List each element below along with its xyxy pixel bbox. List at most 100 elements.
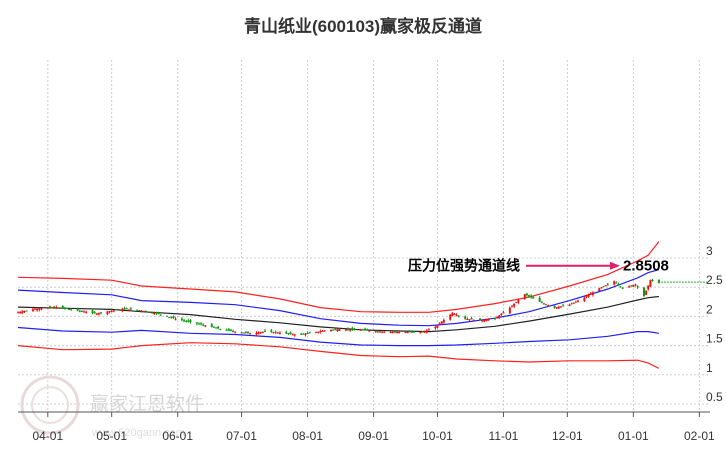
candle-body: [630, 285, 633, 287]
candle-body: [317, 331, 320, 333]
candle-body: [374, 331, 377, 333]
candle-body: [498, 315, 501, 319]
candle-body: [261, 331, 264, 333]
y-tick-label: 1: [706, 361, 713, 375]
candle-body: [589, 293, 592, 295]
candle-body: [364, 328, 367, 331]
candle-body: [183, 320, 186, 322]
candle-body: [440, 321, 443, 324]
candle-body: [466, 318, 469, 320]
candle-body: [232, 331, 235, 333]
candle-body: [338, 329, 341, 331]
candle-body: [229, 329, 232, 331]
candle-body: [591, 292, 594, 295]
candle-body: [649, 280, 652, 287]
candle-layer: [17, 278, 660, 337]
x-tick-label: 08-01: [292, 429, 323, 443]
candle-body: [157, 312, 160, 315]
x-tick-label: 12-01: [552, 429, 583, 443]
candle-body: [300, 333, 303, 335]
watermark-logo: [20, 375, 80, 435]
candle-body: [332, 329, 335, 331]
candle-body: [259, 332, 262, 334]
candle-body: [144, 310, 147, 312]
candle-body: [34, 308, 37, 310]
candle-body: [540, 301, 543, 303]
candle-body: [170, 317, 173, 319]
candle-body: [383, 331, 386, 333]
candle-body: [83, 311, 86, 313]
watermark: 赢家江恩软件 www.520gann.com: [20, 375, 204, 439]
candle-body: [617, 284, 620, 286]
candle-body: [91, 310, 94, 313]
candle-body: [168, 316, 171, 318]
candle-body: [166, 315, 169, 317]
candle-body: [306, 332, 309, 334]
candle-body: [508, 307, 511, 314]
candle-body: [80, 311, 83, 313]
candle-body: [65, 308, 68, 310]
candle-body: [502, 312, 505, 314]
candle-body: [95, 313, 98, 315]
x-axis: 04-01 05-01 06-01 07-01 08-01 09-01 10-01 11-01…: [32, 412, 715, 443]
candle-body: [334, 329, 337, 331]
candle-body: [110, 310, 113, 312]
candle-body: [112, 310, 115, 312]
candle-body: [391, 331, 394, 333]
candle-body: [574, 301, 577, 303]
candle-body: [68, 308, 71, 310]
candle-body: [200, 323, 203, 325]
candle-body: [347, 328, 350, 330]
candle-body: [53, 306, 56, 308]
candle-body: [427, 329, 430, 331]
candle-body: [40, 308, 43, 310]
x-tick-label: 01-01: [618, 429, 649, 443]
candle-body: [274, 331, 277, 333]
x-tick-label: 07-01: [226, 429, 257, 443]
candle-body: [442, 319, 445, 323]
candle-body: [329, 329, 332, 331]
candle-body: [302, 333, 305, 335]
candle-body: [121, 308, 124, 311]
candle-body: [647, 285, 650, 290]
candle-body: [423, 331, 426, 333]
candle-body: [530, 295, 533, 298]
candle-body: [142, 310, 145, 312]
candle-body: [621, 287, 624, 289]
candle-body: [528, 295, 531, 297]
candle-body: [570, 303, 573, 305]
y-tick-label: 2: [706, 302, 713, 316]
candle-body: [468, 319, 471, 321]
candle-body: [136, 309, 139, 311]
candle-body: [389, 331, 392, 333]
candle-body: [315, 332, 318, 334]
candle-body: [525, 293, 528, 296]
candle-body: [532, 296, 535, 299]
y-axis: 0.5 1 1.5 2 2.5 3: [706, 244, 723, 404]
candle-body: [140, 310, 143, 312]
candle-body: [645, 290, 648, 295]
candle-body: [270, 330, 273, 333]
candle-body: [36, 308, 39, 311]
candle-body: [100, 312, 103, 314]
candle-body: [257, 332, 260, 334]
annotation-label: 压力位强势通道线: [408, 258, 520, 274]
candle-body: [598, 288, 601, 291]
candle-body: [651, 279, 654, 281]
series-mid-lower-line: [17, 326, 659, 347]
candle-body: [63, 307, 66, 309]
candle-body: [323, 330, 326, 332]
candle-body: [487, 319, 490, 321]
candle-body: [51, 307, 54, 309]
candle-body: [180, 318, 183, 321]
candle-body: [19, 311, 22, 314]
candle-body: [210, 324, 213, 328]
candle-body: [353, 329, 356, 331]
x-tick-label: 04-01: [32, 429, 63, 443]
candle-body: [234, 331, 237, 333]
candle-body: [600, 287, 603, 289]
candle-body: [604, 285, 607, 287]
candle-body: [291, 334, 294, 336]
candle-body: [483, 319, 486, 322]
candle-body: [538, 297, 541, 302]
